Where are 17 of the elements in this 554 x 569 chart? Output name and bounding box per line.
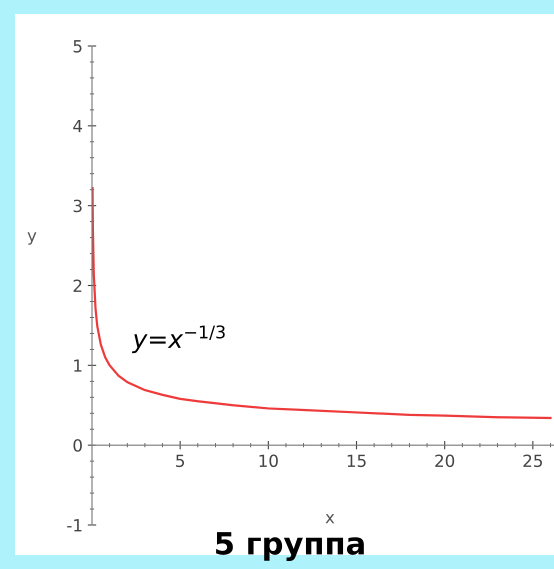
x-tick-label: 25	[523, 454, 542, 468]
line-series	[91, 186, 552, 420]
y-tick-label: 3	[74, 200, 82, 212]
y-tick-label: 2	[74, 279, 82, 292]
y-tick-label: 0	[73, 439, 82, 452]
x-tick-label: 15	[348, 454, 366, 468]
y-tick-label: 4	[73, 120, 82, 132]
x-tick-label: 10	[260, 454, 278, 468]
y-axis-title: y	[28, 232, 36, 245]
text: 5 группа	[216, 532, 364, 561]
x-tick-label: 5	[176, 454, 184, 468]
series-label: y=x$^{−1/3}$	[132, 325, 225, 354]
y-tick-label: -1	[67, 519, 82, 532]
y-tick-label: 1	[74, 360, 82, 372]
y-tick-label: 5	[74, 40, 82, 53]
x-axis-title: x	[325, 514, 334, 524]
x-tick-label: 20	[435, 454, 454, 468]
